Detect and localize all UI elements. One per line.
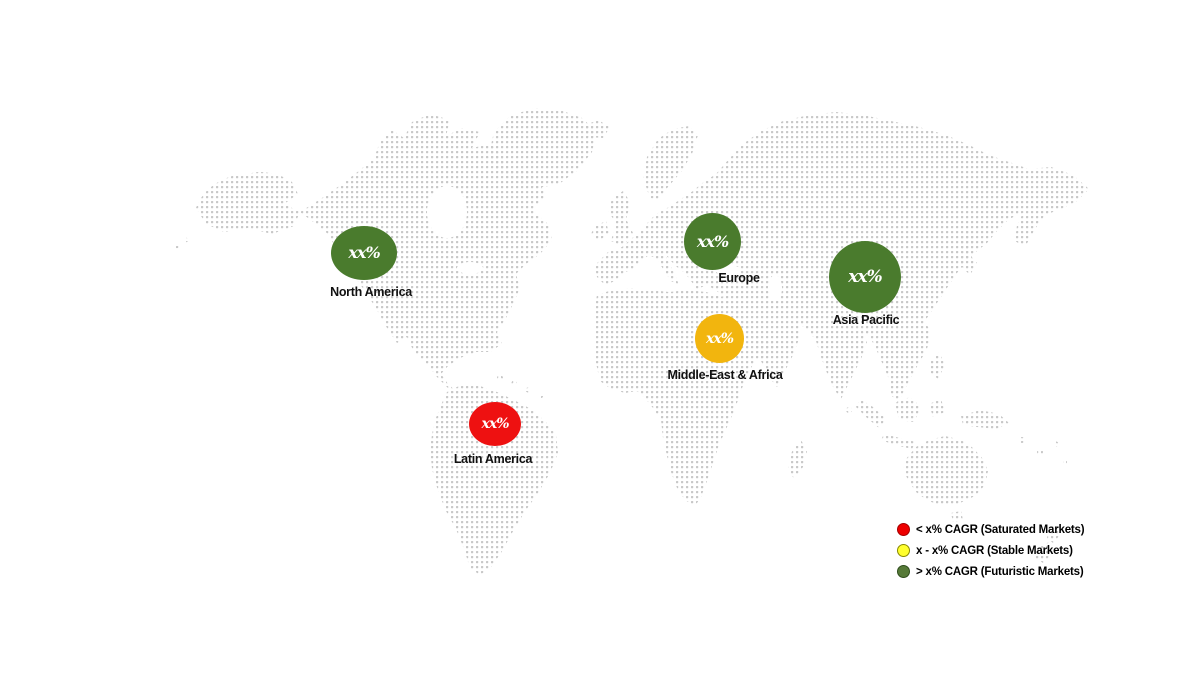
island-aleutian <box>174 243 180 249</box>
region-label-middle-east-africa: Middle-East & Africa <box>667 368 783 382</box>
island-caribbean <box>525 387 531 393</box>
region-label-latin-america: Latin America <box>453 452 533 466</box>
legend: < x% CAGR (Saturated Markets) x - x% CAG… <box>897 523 1085 578</box>
continent-north-america <box>300 114 552 408</box>
island-philippines <box>930 352 945 379</box>
continent-australia <box>903 436 988 506</box>
region-marker-asia-pacific: xx% <box>829 241 901 313</box>
legend-swatch-saturated-icon <box>897 523 910 536</box>
island-new-zealand-south <box>1034 542 1053 563</box>
region-value-middle-east-africa: xx% <box>706 330 734 347</box>
island-iceland <box>583 120 610 138</box>
continent-alaska <box>196 172 300 234</box>
continent-greenland <box>488 108 597 188</box>
island-java <box>881 434 916 449</box>
region-value-europe: xx% <box>696 231 729 251</box>
region-marker-middle-east-africa: xx% <box>695 314 744 363</box>
island-sumatra <box>856 399 886 428</box>
great-lakes-gap <box>457 262 483 274</box>
region-value-asia-pacific: xx% <box>848 266 882 287</box>
region-value-north-america: xx% <box>348 243 380 262</box>
region-value-latin-america: xx% <box>481 416 510 432</box>
legend-swatch-futuristic-icon <box>897 565 910 578</box>
region-label-asia-pacific: Asia Pacific <box>832 313 900 327</box>
region-label-north-america: North America <box>330 285 412 299</box>
island-pacific <box>1053 441 1059 447</box>
island-aleutian <box>183 237 189 243</box>
continent-south-america <box>430 384 558 575</box>
island-sulawesi <box>929 399 945 417</box>
legend-label-saturated: < x% CAGR (Saturated Markets) <box>916 523 1085 536</box>
island-japan <box>959 228 977 275</box>
region-marker-north-america: xx% <box>331 226 397 280</box>
legend-item-futuristic: > x% CAGR (Futuristic Markets) <box>897 565 1084 578</box>
region-label-europe: Europe <box>718 271 760 285</box>
region-scandinavia <box>643 126 698 199</box>
island-great-britain <box>608 191 633 246</box>
hudson-bay-gap <box>427 186 467 238</box>
legend-label-futuristic: > x% CAGR (Futuristic Markets) <box>916 565 1084 578</box>
region-marker-europe: xx% <box>684 213 741 270</box>
island-ireland <box>591 221 609 241</box>
island-caribbean <box>497 375 503 381</box>
legend-label-stable: x - x% CAGR (Stable Markets) <box>916 544 1073 557</box>
island-pacific <box>1019 437 1025 443</box>
island-new-zealand-north <box>1047 523 1061 543</box>
region-marker-latin-america: xx% <box>469 402 521 446</box>
island-caribbean <box>511 380 517 386</box>
island-madagascar <box>788 440 807 479</box>
legend-item-saturated: < x% CAGR (Saturated Markets) <box>897 523 1085 536</box>
island-pacific <box>1063 460 1067 464</box>
island-borneo <box>895 397 921 422</box>
island-sri-lanka <box>846 407 852 413</box>
caspian-sea-gap <box>768 275 782 301</box>
island-new-guinea <box>961 410 1009 429</box>
island-pacific <box>1037 449 1043 455</box>
legend-item-stable: x - x% CAGR (Stable Markets) <box>897 544 1084 557</box>
island-tasmania <box>951 511 963 522</box>
legend-swatch-stable-icon <box>897 544 910 557</box>
island-caribbean <box>539 394 543 398</box>
